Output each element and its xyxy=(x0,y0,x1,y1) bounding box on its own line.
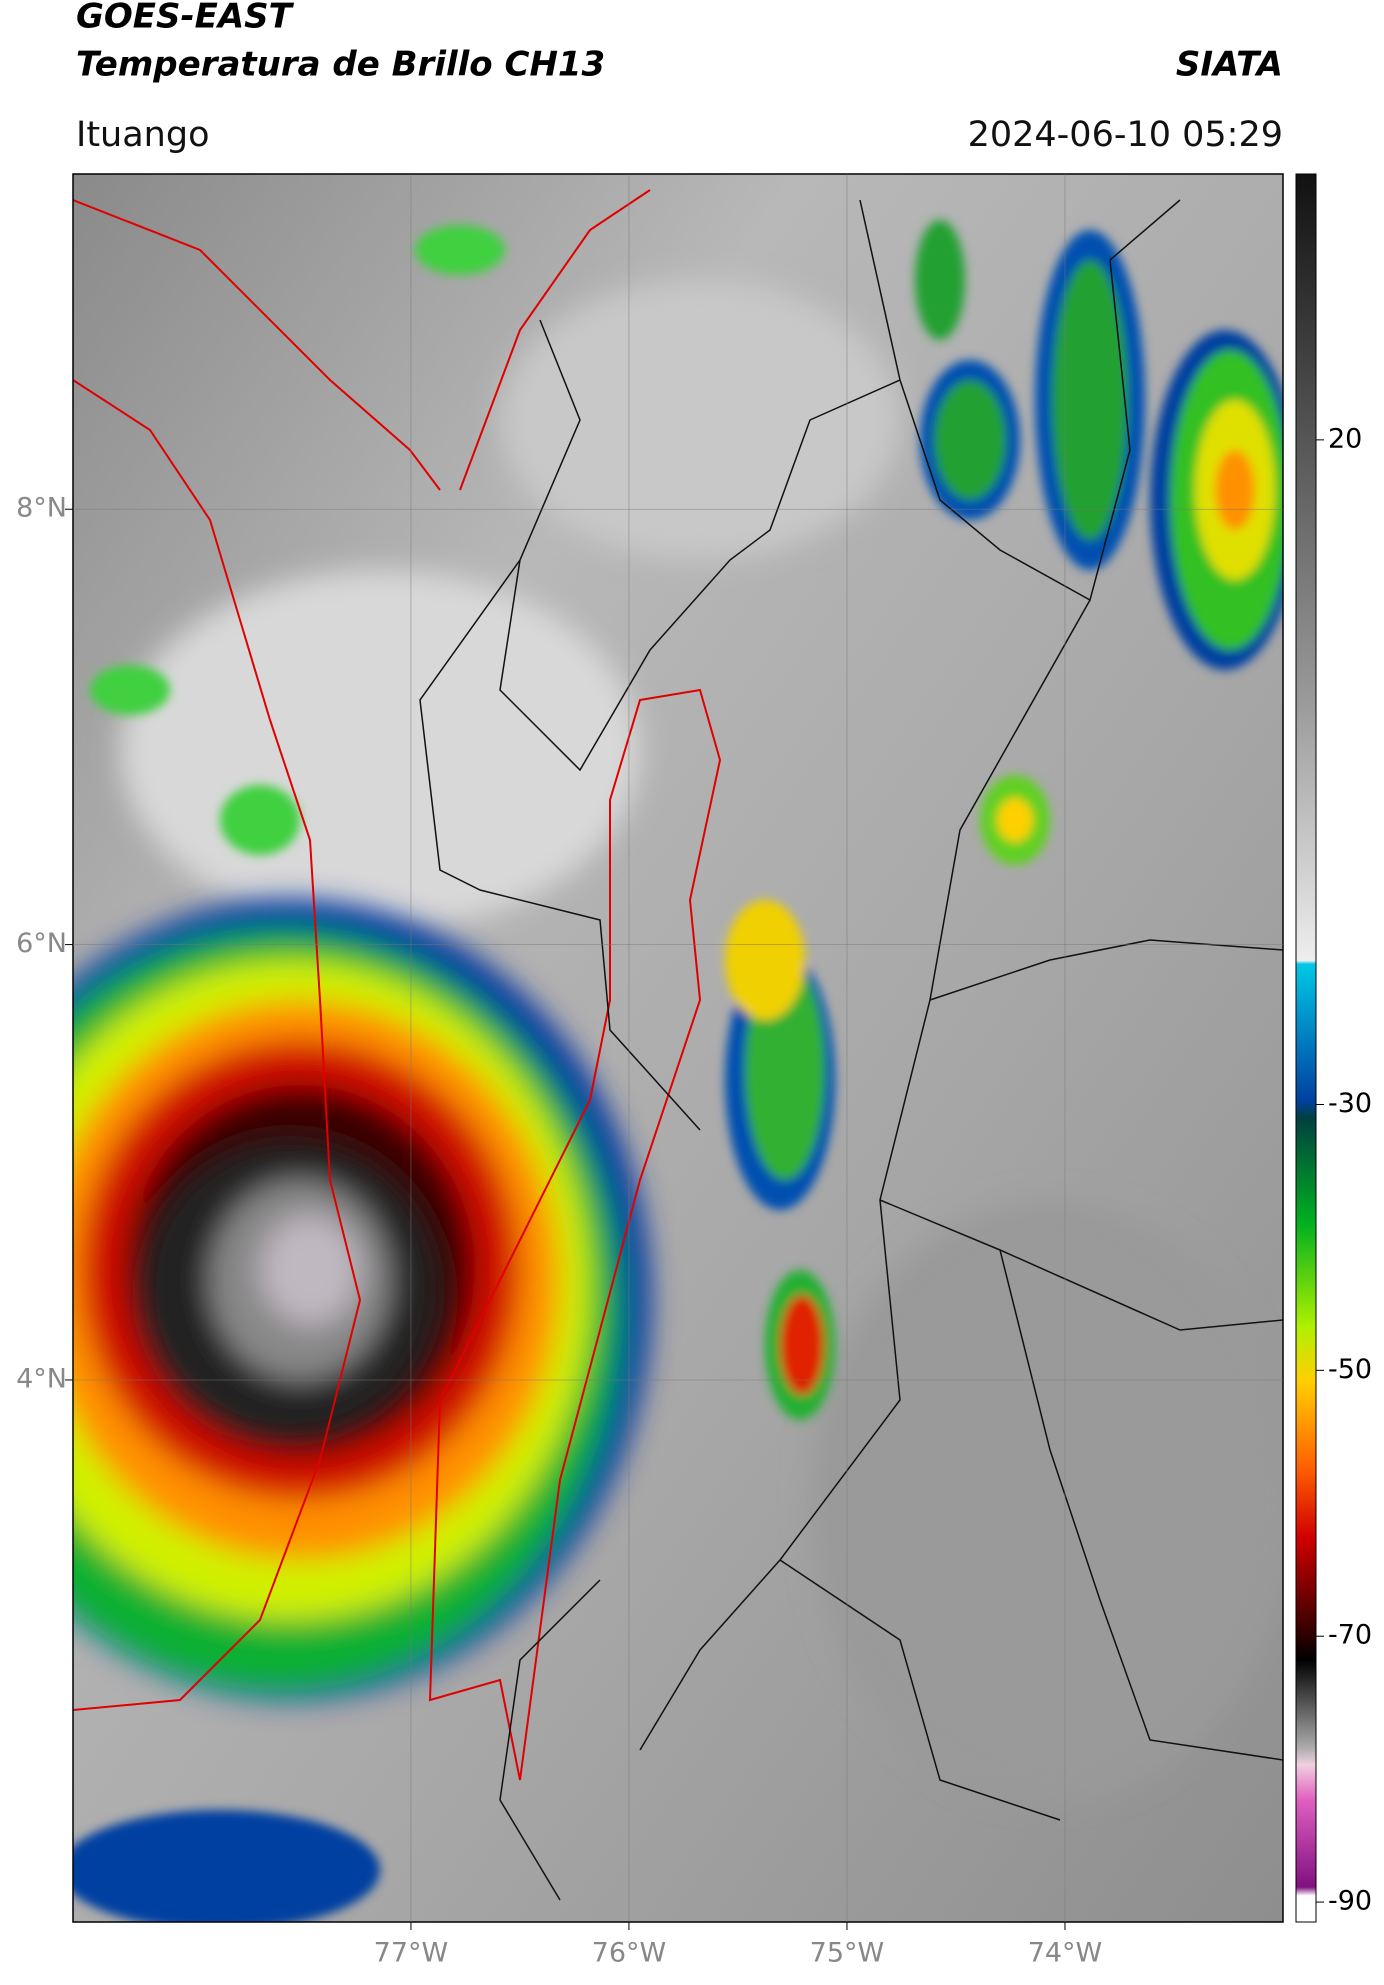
storm-main xyxy=(73,900,650,1700)
x-tick-label: 75°W xyxy=(810,1938,885,1969)
colorbar-tick-label: -30 xyxy=(1328,1088,1372,1119)
location: Ituango xyxy=(76,115,210,155)
graticule: 77°W 76°W 75°W 74°W 8°N 6°N 4°N xyxy=(16,174,1283,1969)
colorbar-tick-label: -70 xyxy=(1328,1620,1372,1651)
colorbar-tick-label: -90 xyxy=(1328,1886,1372,1917)
storm-cells xyxy=(73,220,1283,1922)
imagery xyxy=(73,174,1283,1922)
colorbar-tick-label: 20 xyxy=(1328,423,1362,454)
y-tick-label: 4°N xyxy=(16,1363,67,1394)
boundaries-black xyxy=(419,199,1283,1901)
subtitle: Temperatura de Brillo CH13 xyxy=(76,45,605,85)
y-tick-label: 8°N xyxy=(16,493,67,524)
y-tick-label: 6°N xyxy=(16,928,67,959)
boundaries-red xyxy=(73,189,722,1781)
agency: SIATA xyxy=(1176,45,1283,85)
x-tick-label: 76°W xyxy=(592,1938,667,1969)
colorbar-ticks: 20 -30 -50 -70 -90 xyxy=(1316,423,1372,1917)
title: GOES-EAST xyxy=(76,0,295,37)
map-frame xyxy=(72,173,1284,1923)
x-tick-label: 77°W xyxy=(374,1938,449,1969)
colorbar xyxy=(1295,173,1317,1923)
x-tick-label: 74°W xyxy=(1028,1938,1103,1969)
colorbar-tick-label: -50 xyxy=(1328,1354,1372,1385)
datetime: 2024-06-10 05:29 xyxy=(968,115,1283,155)
